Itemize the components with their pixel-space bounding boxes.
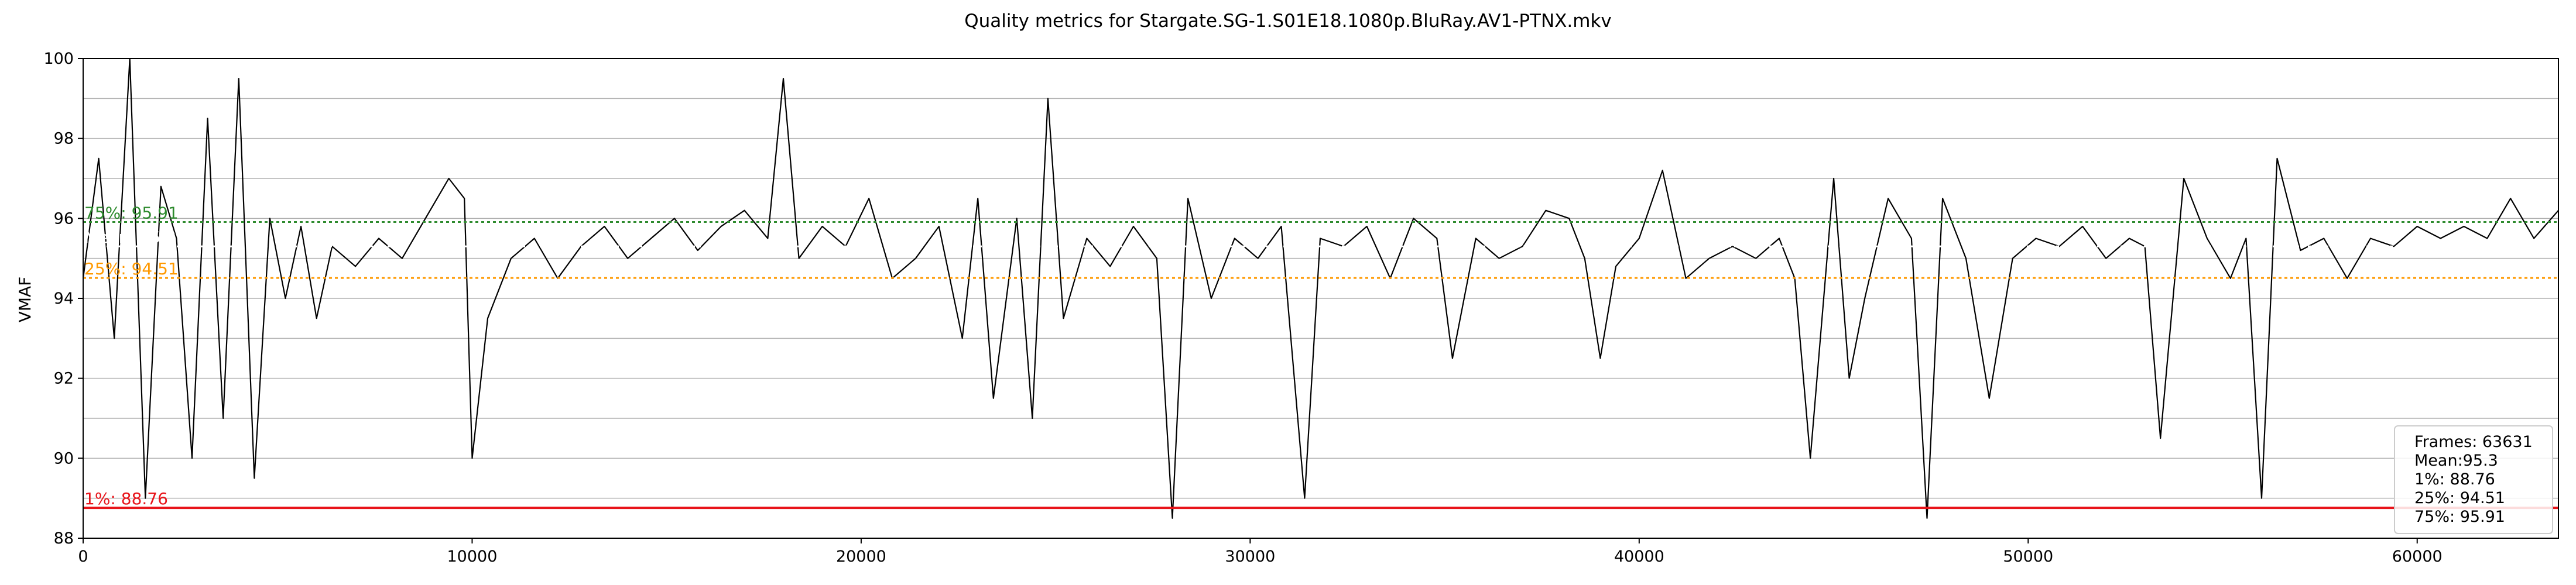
series-line-0: [83, 58, 2558, 519]
reference-label-3: 1%: 88.76: [84, 489, 168, 508]
y-tick-label: 90: [54, 449, 74, 467]
x-tick-label: 50000: [2003, 548, 2053, 566]
legend-frame: [2394, 425, 2553, 534]
x-tick-label: 40000: [1614, 548, 1664, 566]
series-group: [83, 58, 2558, 519]
x-tick-label: 60000: [2392, 548, 2443, 566]
y-tick-label: 98: [54, 130, 74, 148]
legend-line-3: 25%: 94.51: [2414, 489, 2505, 507]
x-tick-label: 30000: [1225, 548, 1275, 566]
x-tick-label: 0: [78, 548, 88, 566]
y-tick-label: 88: [54, 529, 74, 548]
legend-line-0: Frames: 63631: [2414, 433, 2533, 451]
reference-label-0: 75%: 95.91: [84, 203, 179, 222]
legend-line-4: 75%: 95.91: [2414, 508, 2505, 526]
y-tick-label: 94: [54, 290, 74, 308]
y-tick-label: 100: [43, 50, 74, 68]
legend-line-2: 1%: 88.76: [2414, 470, 2495, 488]
x-tick-label: 20000: [836, 548, 886, 566]
legend-line-1: Mean:95.3: [2414, 452, 2498, 470]
chart-title: Quality metrics for Stargate.SG-1.S01E18…: [964, 11, 1612, 32]
y-tick-label: 92: [54, 370, 74, 388]
reference-label-2: 25%: 94.51: [84, 259, 179, 278]
y-tick-label: 96: [54, 209, 74, 228]
x-tick-label: 10000: [447, 548, 498, 566]
y-axis-label: VMAF: [15, 277, 35, 323]
reference-label-1: Mean: 95.3: [84, 228, 176, 247]
